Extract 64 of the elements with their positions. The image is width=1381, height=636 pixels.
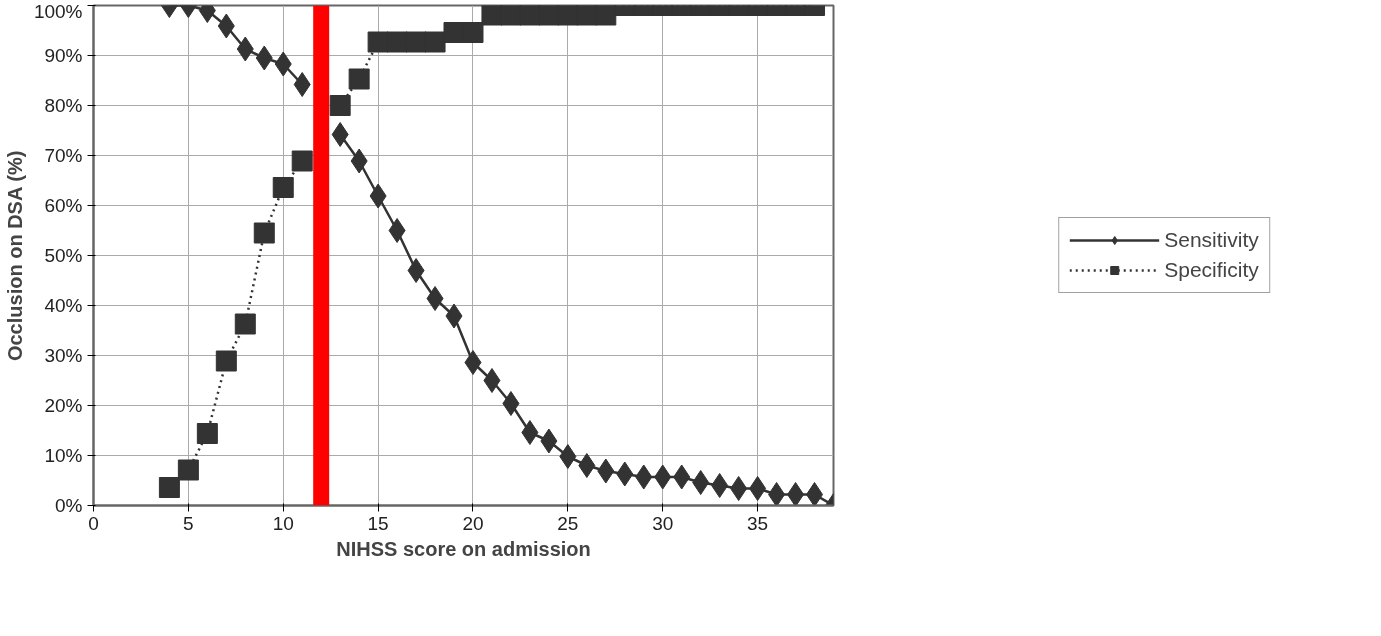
point [787,482,805,506]
point [749,476,767,501]
point [424,31,446,53]
y-axis-title: Occlusion on DSA (%) [3,150,26,362]
point [768,482,786,506]
point [331,122,349,147]
point [730,476,748,501]
point [521,420,539,445]
y-tick-label: 40% [44,295,83,316]
x-tick-label: 10 [272,512,294,534]
point [215,350,237,372]
point [538,5,560,26]
point [386,31,408,53]
y-tick-label: 80% [44,95,83,116]
point [500,5,522,26]
point [407,258,425,283]
y-tick-label: 70% [44,145,83,166]
x-tick-label: 15 [367,512,389,534]
x-tick-label: 5 [183,512,194,534]
x-axis-title: NIHSS score on admission [336,537,591,560]
legend-label: Specificity [1164,258,1259,282]
point [502,391,520,416]
point [388,218,406,243]
x-tick-label: 25 [557,512,579,534]
point [578,453,596,478]
point [557,5,579,26]
point [576,5,598,26]
y-tick-label: 100% [33,0,83,22]
point [293,72,311,97]
point [253,222,275,244]
x-tick-label: 20 [462,512,484,534]
point [426,286,444,311]
x-tick-label: 0 [88,512,99,534]
y-tick-label: 50% [44,245,83,266]
y-tick-label: 10% [44,445,83,466]
y-tick-label: 0% [55,495,83,516]
y-tick-label: 20% [44,395,83,416]
point [443,22,465,43]
y-tick-label: 90% [44,45,83,66]
point [711,473,729,498]
point [234,313,256,335]
legend-label: Sensitivity [1164,228,1259,252]
point [462,22,484,43]
point [806,482,824,506]
point [348,68,370,90]
point [559,444,577,469]
point [367,31,389,53]
point [481,5,503,26]
point [272,177,294,198]
point [692,470,710,495]
point [595,5,617,26]
y-tick-label: 60% [44,195,83,216]
point [483,368,501,393]
point [158,477,180,498]
point [329,95,351,116]
point [464,350,482,375]
point [177,459,199,481]
x-tick-label: 35 [747,512,769,534]
point [405,31,427,53]
x-tick-label: 30 [652,512,674,534]
y-tick-label: 30% [44,345,83,366]
point [519,5,541,26]
point [291,150,313,172]
point [196,423,218,444]
